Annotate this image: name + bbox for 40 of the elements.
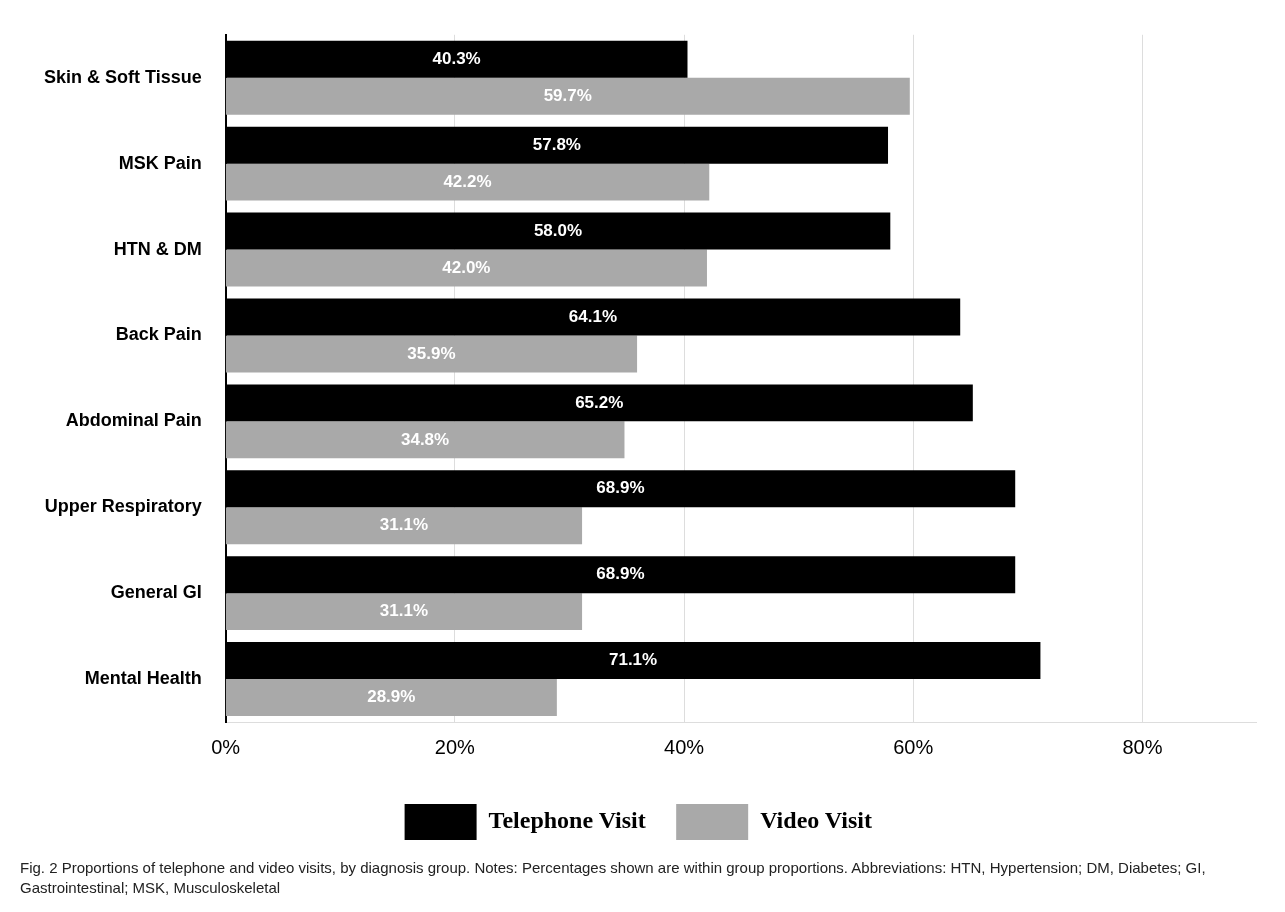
bar bbox=[225, 249, 707, 287]
data-label: 58.0% bbox=[533, 220, 583, 240]
y-tick-label: Mental Health bbox=[84, 668, 202, 689]
data-label: 35.9% bbox=[407, 343, 456, 363]
data-label: 57.8% bbox=[532, 134, 581, 154]
data-label: 68.9% bbox=[596, 478, 645, 498]
y-tick-label: Abdominal Pain bbox=[65, 410, 202, 431]
bar bbox=[225, 77, 910, 115]
x-tick-label: 0% bbox=[211, 735, 241, 758]
bar bbox=[225, 421, 625, 459]
data-label: 42.0% bbox=[442, 257, 491, 277]
data-label: 65.2% bbox=[575, 392, 624, 412]
data-label: 31.1% bbox=[379, 601, 428, 621]
x-tick-label: 80% bbox=[1122, 735, 1163, 758]
data-label: 71.1% bbox=[608, 650, 658, 670]
bar bbox=[225, 507, 583, 545]
bar bbox=[225, 163, 710, 201]
data-label: 28.9% bbox=[367, 687, 416, 707]
bar bbox=[225, 593, 583, 631]
y-tick-label: Skin & Soft Tissue bbox=[44, 66, 202, 87]
data-label: 34.8% bbox=[400, 429, 450, 449]
data-label: 42.2% bbox=[443, 171, 492, 191]
bar bbox=[225, 679, 557, 716]
data-label: 31.1% bbox=[379, 515, 428, 535]
x-tick-label: 40% bbox=[664, 735, 705, 758]
data-label: 59.7% bbox=[543, 85, 592, 105]
y-tick-label: Back Pain bbox=[115, 324, 202, 345]
x-tick-label: 20% bbox=[434, 735, 476, 758]
data-label: 64.1% bbox=[568, 306, 618, 326]
y-tick-label: General GI bbox=[110, 582, 202, 603]
legend-label: Telephone Visit bbox=[488, 807, 646, 834]
data-label: 40.3% bbox=[432, 48, 481, 68]
y-tick-label: Upper Respiratory bbox=[44, 496, 202, 517]
y-tick-label: MSK Pain bbox=[118, 152, 202, 173]
bar bbox=[225, 335, 638, 373]
caption: Fig. 2 Proportions of telephone and video visits, by diagnosis group. Notes: Percentages shown are within group proportions. Abbreviations: HTN, Hypertension; DM, Diabetes; GI, Gastrointestinal; MSK, Musculoskeletal bbox=[20, 858, 1207, 898]
data-label: 68.9% bbox=[596, 564, 645, 584]
x-tick-label: 60% bbox=[893, 735, 934, 758]
y-tick-label: HTN & DM bbox=[113, 238, 202, 259]
legend-label: Video Visit bbox=[760, 807, 872, 834]
